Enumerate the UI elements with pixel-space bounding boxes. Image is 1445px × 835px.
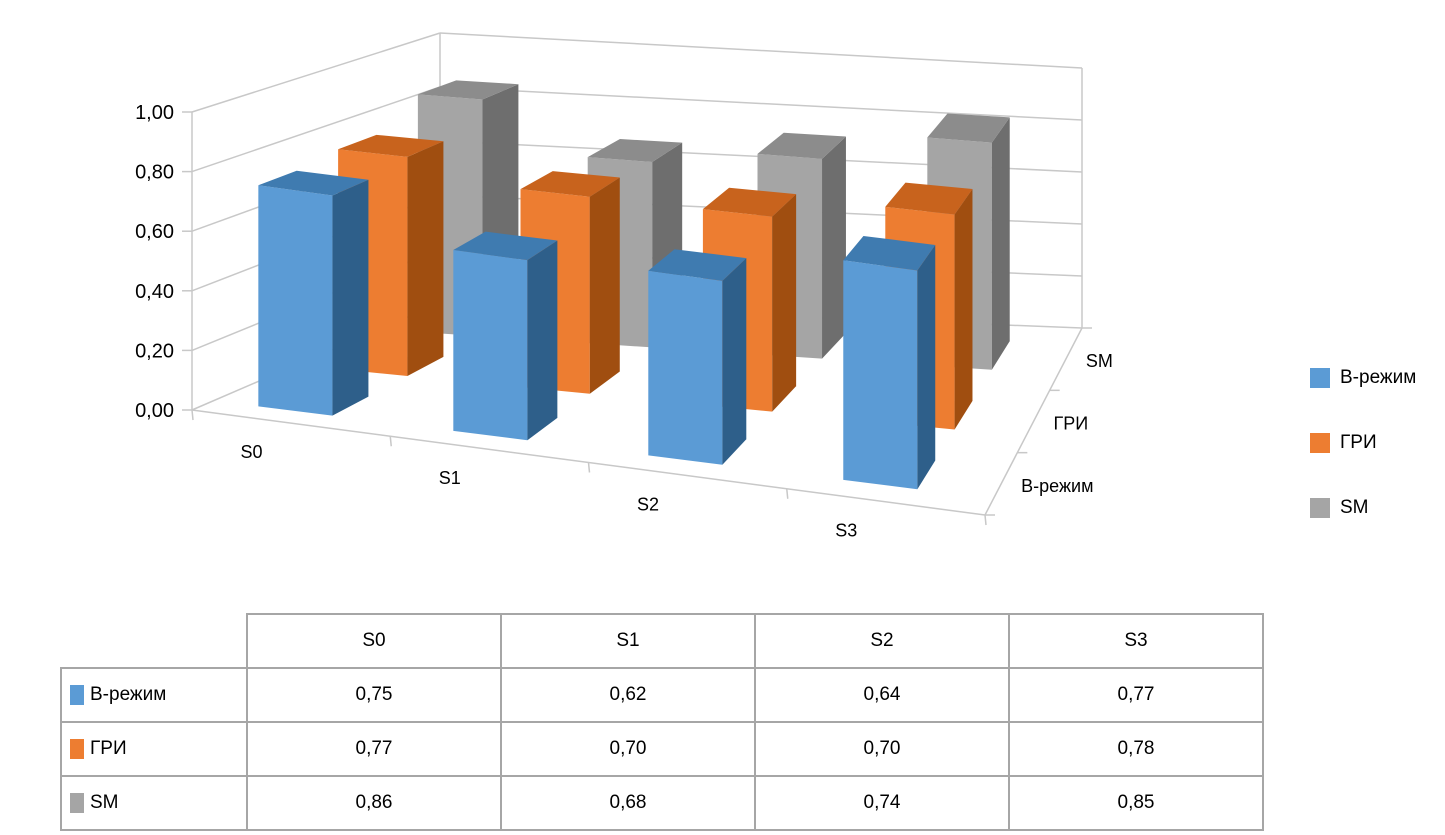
bar-top <box>587 138 683 163</box>
bar-top <box>843 235 936 271</box>
table-row-label: В-режим <box>60 667 248 723</box>
table-cell: 0,70 <box>500 721 756 777</box>
y-tick-label: 0,80 <box>135 162 174 184</box>
table-row-label: SM <box>60 775 248 831</box>
table-corner <box>61 614 248 669</box>
chart-plot: 0,00 0,20 0,40 0,60 0,80 1,00 S0 S1 S2 S3 В-режим Г… <box>135 32 1113 541</box>
series-name: В-режим <box>90 684 167 705</box>
x-tick <box>984 514 987 526</box>
bar-top <box>417 80 519 100</box>
bar-top <box>648 249 747 281</box>
legend-key-swatch <box>70 792 84 813</box>
table-row: В-режим 0,75 0,62 0,64 0,77 <box>60 667 1264 723</box>
legend-swatch <box>1310 367 1330 388</box>
x-tick-label: S3 <box>835 521 857 541</box>
back-wall-gridline <box>439 32 1083 69</box>
series-name: ГРИ <box>90 738 127 759</box>
table-cell: 0,68 <box>500 775 756 831</box>
table-header: S0 <box>246 613 502 669</box>
bar-side <box>332 179 369 416</box>
legend-swatch <box>1310 497 1330 518</box>
bar-top <box>338 134 444 157</box>
legend-label: В-режим <box>1340 366 1417 388</box>
bar-top <box>520 171 620 197</box>
table-cell: 0,64 <box>754 667 1010 723</box>
bar-top <box>927 113 1010 143</box>
legend: В-режим ГРИ SM <box>1310 345 1416 540</box>
x-tick <box>191 409 194 421</box>
bar-front-В-режим-S0 <box>258 185 333 416</box>
data-table: S0 S1 S2 S3 В-режим 0,75 0,62 0,64 0,77 ГРИ 0,… <box>60 613 1264 831</box>
y-tick-label: 0,60 <box>135 221 174 243</box>
bar-side <box>772 194 797 412</box>
x-tick <box>786 488 789 499</box>
table-row-label: ГРИ <box>60 721 248 777</box>
bar-side <box>991 117 1010 370</box>
legend-item: ГРИ <box>1310 410 1416 475</box>
bar-side <box>954 188 973 430</box>
depth-axis-label: ГРИ <box>1054 414 1089 434</box>
x-tick-label: S0 <box>240 442 262 462</box>
left-wall-gridline <box>191 32 441 113</box>
depth-axis-line <box>984 327 1083 516</box>
x-tick-label: S1 <box>439 468 461 488</box>
bar-front-В-режим-S3 <box>843 260 918 490</box>
bar-side <box>917 244 936 490</box>
bar-top <box>885 182 973 215</box>
x-tick <box>389 436 392 447</box>
table-row: SM 0,86 0,68 0,74 0,85 <box>60 775 1264 831</box>
y-tick-label: 0,40 <box>135 281 174 303</box>
y-tick-label: 0,20 <box>135 340 174 362</box>
bar-side <box>822 136 846 359</box>
table-cell: 0,78 <box>1008 721 1264 777</box>
table-cell: 0,77 <box>246 721 502 777</box>
bar-front-В-режим-S1 <box>453 250 528 441</box>
legend-key-swatch <box>70 738 84 759</box>
table-cell: 0,75 <box>246 667 502 723</box>
bar-side <box>527 240 558 441</box>
table-header: S1 <box>500 613 756 669</box>
legend-item: SM <box>1310 475 1416 540</box>
table-cell: 0,62 <box>500 667 756 723</box>
y-tick-label: 0,00 <box>135 400 174 422</box>
table-header-row: S0 S1 S2 S3 <box>61 613 1264 669</box>
y-tick-label: 1,00 <box>135 102 174 124</box>
table-cell: 0,86 <box>246 775 502 831</box>
bar-front-В-режим-S2 <box>648 270 723 465</box>
table-cell: 0,70 <box>754 721 1010 777</box>
table-header: S3 <box>1008 613 1264 669</box>
depth-axis-label: В-режим <box>1021 476 1093 496</box>
legend-key-swatch <box>70 684 84 705</box>
left-wall-gridline <box>191 86 441 173</box>
series-name: SM <box>90 792 119 813</box>
back-wall-gridline <box>439 86 1083 121</box>
bar-top <box>453 231 558 261</box>
table-header: S2 <box>754 613 1010 669</box>
table-row: ГРИ 0,77 0,70 0,70 0,78 <box>60 721 1264 777</box>
legend-item: В-режим <box>1310 345 1416 410</box>
table-cell: 0,74 <box>754 775 1010 831</box>
table-cell: 0,77 <box>1008 667 1264 723</box>
x-tick-label: S2 <box>637 494 659 514</box>
legend-swatch <box>1310 432 1330 453</box>
bar-side <box>722 258 747 465</box>
bar-side <box>589 177 620 394</box>
legend-label: SM <box>1340 496 1369 518</box>
depth-axis-label: SM <box>1086 351 1113 371</box>
bar-side <box>407 141 444 376</box>
x-tick <box>587 462 591 473</box>
bar-top <box>258 170 369 196</box>
bar-top <box>757 132 846 159</box>
bar-top <box>702 187 797 217</box>
legend-label: ГРИ <box>1340 431 1377 453</box>
table-cell: 0,85 <box>1008 775 1264 831</box>
